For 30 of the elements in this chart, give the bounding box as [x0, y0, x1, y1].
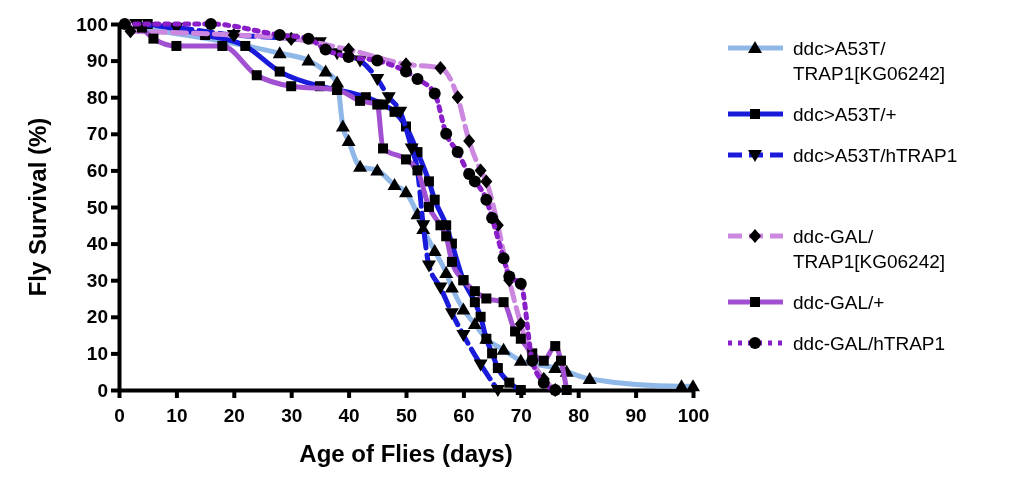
x-tick-label: 0: [114, 404, 125, 426]
y-tick-label: 30: [86, 269, 108, 291]
legend-label: ddc-GAL/hTRAP1: [793, 333, 946, 354]
x-tick-label: 70: [510, 404, 532, 426]
legend-label: ddc-GAL/+: [793, 292, 885, 313]
x-tick-label: 50: [395, 404, 418, 426]
legend-label: ddc>A53T/ TRAP1[KG06242]: [793, 38, 946, 84]
legend-label: ddc>A53T/hTRAP1: [793, 145, 958, 166]
y-tick-label: 0: [97, 379, 108, 401]
y-tick-label: 90: [86, 50, 108, 72]
x-tick-label: 30: [281, 404, 303, 426]
x-tick-label: 80: [568, 404, 590, 426]
y-tick-label: 10: [86, 342, 108, 364]
y-tick-label: 100: [76, 13, 108, 35]
x-tick-label: 40: [338, 404, 360, 426]
y-tick-label: 80: [86, 86, 108, 108]
x-tick-label: 20: [223, 404, 245, 426]
x-axis-title: Age of Flies (days): [299, 440, 513, 467]
x-tick-label: 60: [453, 404, 475, 426]
y-tick-label: 70: [86, 123, 108, 145]
y-tick-label: 50: [86, 196, 108, 218]
y-tick-label: 60: [86, 159, 108, 181]
x-tick-label: 100: [677, 404, 710, 426]
y-tick-label: 20: [86, 306, 108, 328]
x-tick-label: 90: [625, 404, 647, 426]
x-tick-label: 10: [166, 404, 188, 426]
y-axis-title: Fly Survival (%): [24, 117, 51, 297]
y-tick-label: 40: [86, 233, 108, 255]
legend-label: ddc-GAL/ TRAP1[KG06242]: [793, 226, 946, 272]
legend-label: ddc>A53T/+: [793, 104, 897, 125]
